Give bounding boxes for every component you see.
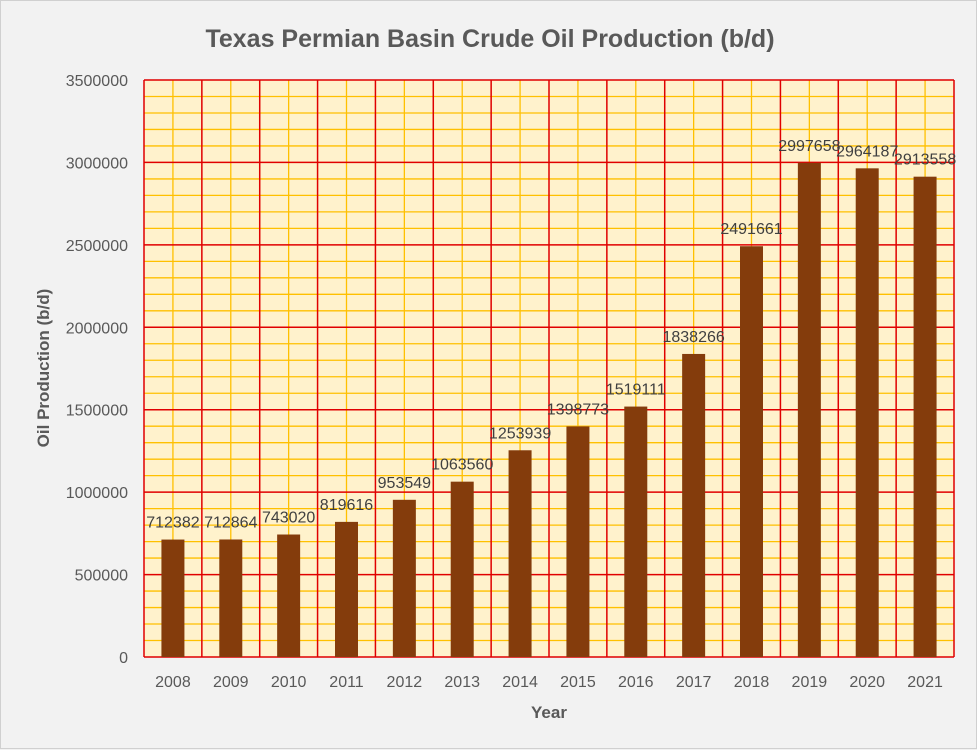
bar-2013 xyxy=(450,481,474,657)
x-tick-label-2011: 2011 xyxy=(329,674,364,691)
bar-2021 xyxy=(913,176,937,658)
data-label-2009: 712864 xyxy=(204,514,257,531)
y-tick-label: 1000000 xyxy=(66,485,128,502)
data-label-2016: 1519111 xyxy=(606,382,666,399)
chart-title: Texas Permian Basin Crude Oil Production… xyxy=(205,25,774,53)
bar-2008 xyxy=(161,539,185,657)
data-label-2015: 1398773 xyxy=(547,401,609,418)
bar-2009 xyxy=(219,539,243,657)
x-tick-label-2017: 2017 xyxy=(676,674,712,691)
data-label-2011: 819616 xyxy=(320,497,373,514)
bar-2010 xyxy=(277,534,301,657)
bar-2012 xyxy=(392,499,416,657)
x-tick-label-2012: 2012 xyxy=(387,674,423,691)
data-label-2018: 2491661 xyxy=(720,221,782,238)
bar-2017 xyxy=(682,353,706,657)
x-tick-label-2015: 2015 xyxy=(560,674,596,691)
bar-2020 xyxy=(855,168,879,658)
y-tick-label: 500000 xyxy=(75,568,128,585)
bar-2019 xyxy=(797,162,821,657)
x-tick-label-2018: 2018 xyxy=(734,674,770,691)
y-tick-label: 2000000 xyxy=(66,320,128,337)
x-tick-label-2020: 2020 xyxy=(849,674,885,691)
x-tick-label-2019: 2019 xyxy=(792,674,828,691)
plot-area: 0 500000 1000000 1500000 2000000 2500000 30000… xyxy=(66,73,957,691)
data-label-2021: 2913558 xyxy=(894,152,956,169)
y-tick-label: 2500000 xyxy=(66,238,128,255)
data-label-2012: 953549 xyxy=(378,475,431,492)
y-tick-label: 3500000 xyxy=(66,73,128,90)
x-tick-label-2013: 2013 xyxy=(444,674,480,691)
bar-2011 xyxy=(335,521,358,657)
data-label-2014: 1253939 xyxy=(489,425,551,442)
y-axis-title: Oil Production (b/d) xyxy=(34,289,53,448)
x-tick-label-2010: 2010 xyxy=(271,674,307,691)
data-label-2008: 712382 xyxy=(146,515,199,532)
bar-2015 xyxy=(566,426,590,657)
x-tick-label-2021: 2021 xyxy=(907,674,943,691)
x-axis-title: Year xyxy=(531,703,567,722)
x-tick-label-2009: 2009 xyxy=(213,674,249,691)
data-label-2013: 1063560 xyxy=(431,457,493,474)
y-tick-label: 3000000 xyxy=(66,155,128,172)
data-label-2017: 1838266 xyxy=(662,329,724,346)
data-label-2010: 743020 xyxy=(262,510,315,527)
bar-2016 xyxy=(624,406,648,657)
bar-2018 xyxy=(740,246,763,658)
x-tick-label-2016: 2016 xyxy=(618,674,654,691)
bar-2014 xyxy=(508,450,532,657)
y-tick-label: 1500000 xyxy=(66,403,128,420)
data-label-2020: 2964187 xyxy=(836,143,898,160)
x-tick-label-2008: 2008 xyxy=(155,674,191,691)
y-tick-label: 0 xyxy=(119,650,128,667)
x-tick-label-2014: 2014 xyxy=(502,674,538,691)
data-label-2019: 2997658 xyxy=(778,138,840,155)
